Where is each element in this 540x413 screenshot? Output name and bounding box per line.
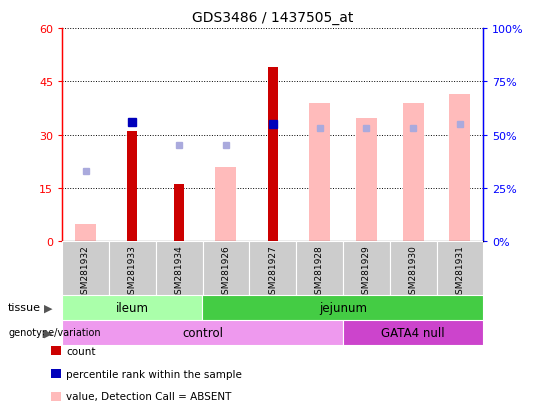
Text: tissue: tissue [8, 303, 41, 313]
Text: GATA4 null: GATA4 null [381, 326, 445, 339]
Text: control: control [182, 326, 223, 339]
Text: percentile rank within the sample: percentile rank within the sample [66, 369, 242, 379]
Text: ▶: ▶ [44, 303, 53, 313]
Bar [109, 242, 156, 295]
Bar [62, 295, 202, 320]
Text: GSM281926: GSM281926 [221, 244, 231, 299]
Bar [215, 167, 237, 242]
Bar [390, 242, 436, 295]
Text: count: count [66, 346, 96, 356]
Text: GSM281929: GSM281929 [362, 244, 371, 299]
Bar [296, 242, 343, 295]
Bar [62, 242, 109, 295]
Bar [127, 132, 138, 242]
Text: GSM281931: GSM281931 [455, 244, 464, 299]
Bar [449, 95, 470, 242]
Bar [156, 242, 202, 295]
Bar [343, 320, 483, 345]
Bar [267, 68, 278, 242]
Bar [174, 185, 184, 242]
Text: genotype/variation: genotype/variation [8, 328, 101, 337]
Text: ileum: ileum [116, 301, 149, 314]
Text: ▶: ▶ [44, 328, 53, 337]
Bar [403, 103, 423, 242]
Bar [62, 320, 343, 345]
Text: GSM281930: GSM281930 [409, 244, 417, 299]
Bar [309, 103, 330, 242]
Text: GSM281933: GSM281933 [128, 244, 137, 299]
Title: GDS3486 / 1437505_at: GDS3486 / 1437505_at [192, 11, 353, 25]
Bar [436, 242, 483, 295]
Bar [202, 242, 249, 295]
Bar [356, 118, 377, 242]
Bar [249, 242, 296, 295]
Text: GSM281927: GSM281927 [268, 244, 277, 299]
Bar [343, 242, 390, 295]
Text: GSM281932: GSM281932 [81, 244, 90, 299]
Text: value, Detection Call = ABSENT: value, Detection Call = ABSENT [66, 392, 232, 401]
Bar [202, 295, 483, 320]
Text: GSM281928: GSM281928 [315, 244, 324, 299]
Bar [75, 225, 96, 242]
Text: jejunum: jejunum [319, 301, 367, 314]
Text: GSM281934: GSM281934 [174, 244, 184, 299]
